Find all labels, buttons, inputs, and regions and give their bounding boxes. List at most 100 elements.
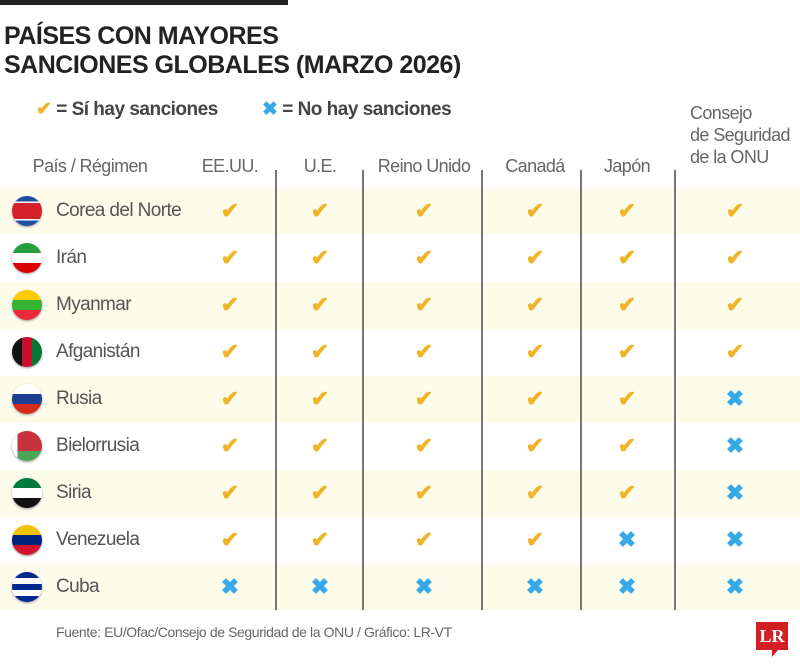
flag-icon (12, 290, 42, 320)
check-icon: ✔ (414, 198, 434, 223)
legend-no-label: = No hay sanciones (282, 99, 452, 120)
flag-icon (12, 478, 42, 508)
column-divider (275, 170, 277, 610)
check-icon: ✔ (220, 245, 240, 270)
flag-icon (12, 431, 42, 461)
check-icon: ✔ (617, 339, 637, 364)
table-row: Cuba ✖ ✖ ✖ ✖ ✖ ✖ (0, 564, 800, 611)
column-divider (674, 170, 676, 610)
check-icon: ✔ (617, 292, 637, 317)
check-icon: ✔ (220, 198, 240, 223)
check-icon: ✔ (310, 245, 330, 270)
table-row: Rusia ✔ ✔ ✔ ✔ ✔ ✖ (0, 376, 800, 423)
check-icon: ✔ (220, 527, 240, 552)
lr-logo: LR (756, 622, 788, 657)
country-name: Venezuela (56, 529, 140, 550)
onu-line: de Seguridad (690, 125, 790, 145)
check-icon: ✔ (220, 292, 240, 317)
check-icon: ✔ (525, 386, 545, 411)
column-header-onu: Consejo de Seguridad de la ONU (690, 102, 800, 168)
column-divider (481, 170, 483, 610)
onu-line: Consejo (690, 103, 752, 123)
check-icon: ✔ (525, 527, 545, 552)
cross-icon: ✖ (725, 433, 745, 458)
check-icon: ✔ (414, 480, 434, 505)
check-icon: ✔ (414, 527, 434, 552)
cross-icon: ✖ (617, 574, 637, 599)
check-icon: ✔ (310, 480, 330, 505)
country-name: Bielorrusia (56, 435, 140, 456)
column-header: Reino Unido (377, 156, 471, 176)
country-name: Rusia (56, 388, 102, 409)
source-note: Fuente: EU/Ofac/Consejo de Seguridad de … (56, 624, 452, 640)
column-divider (580, 170, 582, 610)
check-icon: ✔ (310, 433, 330, 458)
check-icon: ✔ (310, 339, 330, 364)
cross-icon: ✖ (262, 99, 278, 120)
country-name: Siria (56, 482, 92, 503)
check-icon: ✔ (220, 386, 240, 411)
column-header: U.E. (303, 156, 337, 176)
check-icon: ✔ (617, 198, 637, 223)
flag-icon (12, 384, 42, 414)
table-row: Venezuela ✔ ✔ ✔ ✔ ✖ ✖ (0, 517, 800, 564)
flag-icon (12, 572, 42, 602)
check-icon: ✔ (414, 386, 434, 411)
check-icon: ✔ (525, 198, 545, 223)
table-row: Irán ✔ ✔ ✔ ✔ ✔ ✔ (0, 235, 800, 282)
check-icon: ✔ (414, 339, 434, 364)
cross-icon: ✖ (725, 527, 745, 552)
check-icon: ✔ (220, 433, 240, 458)
check-icon: ✔ (220, 480, 240, 505)
title-line-2: SANCIONES GLOBALES (MARZO 2026) (4, 51, 461, 79)
check-icon: ✔ (414, 292, 434, 317)
title-line-1: PAÍSES CON MAYORES (4, 22, 279, 50)
cross-icon: ✖ (414, 574, 434, 599)
country-name: Corea del Norte (56, 200, 182, 221)
page-title: PAÍSES CON MAYORES SANCIONES GLOBALES (M… (4, 22, 461, 80)
table-row: Siria ✔ ✔ ✔ ✔ ✔ ✖ (0, 470, 800, 517)
check-icon: ✔ (525, 339, 545, 364)
column-divider (362, 170, 364, 610)
check-icon: ✔ (310, 527, 330, 552)
check-icon: ✔ (725, 339, 745, 364)
flag-icon (12, 196, 42, 226)
flag-icon (12, 525, 42, 555)
check-icon: ✔ (725, 292, 745, 317)
cross-icon: ✖ (617, 527, 637, 552)
country-name: Cuba (56, 576, 100, 597)
check-icon: ✔ (414, 433, 434, 458)
table-row: Afganistán ✔ ✔ ✔ ✔ ✔ ✔ (0, 329, 800, 376)
country-name: Myanmar (56, 294, 132, 315)
check-icon: ✔ (525, 292, 545, 317)
column-header: País / Régimen (32, 156, 148, 176)
check-icon: ✔ (617, 480, 637, 505)
check-icon: ✔ (310, 292, 330, 317)
check-icon: ✔ (36, 99, 52, 120)
check-icon: ✔ (525, 245, 545, 270)
check-icon: ✔ (725, 198, 745, 223)
check-icon: ✔ (414, 245, 434, 270)
cross-icon: ✖ (725, 574, 745, 599)
country-name: Irán (56, 247, 87, 268)
legend-no: ✖ = No hay sanciones (262, 98, 452, 121)
onu-line: de la ONU (690, 147, 769, 167)
legend-yes-label: = Sí hay sanciones (56, 99, 218, 120)
top-rule (0, 0, 288, 5)
check-icon: ✔ (310, 198, 330, 223)
check-icon: ✔ (220, 339, 240, 364)
check-icon: ✔ (525, 433, 545, 458)
cross-icon: ✖ (310, 574, 330, 599)
column-header: Canadá (505, 156, 565, 176)
cross-icon: ✖ (725, 480, 745, 505)
check-icon: ✔ (617, 245, 637, 270)
table-row: Corea del Norte ✔ ✔ ✔ ✔ ✔ ✔ (0, 188, 800, 235)
cross-icon: ✖ (725, 386, 745, 411)
check-icon: ✔ (725, 245, 745, 270)
country-name: Afganistán (56, 341, 140, 362)
column-header: EE.UU. (201, 156, 259, 176)
table-row: Myanmar ✔ ✔ ✔ ✔ ✔ ✔ (0, 282, 800, 329)
cross-icon: ✖ (525, 574, 545, 599)
check-icon: ✔ (617, 433, 637, 458)
check-icon: ✔ (525, 480, 545, 505)
